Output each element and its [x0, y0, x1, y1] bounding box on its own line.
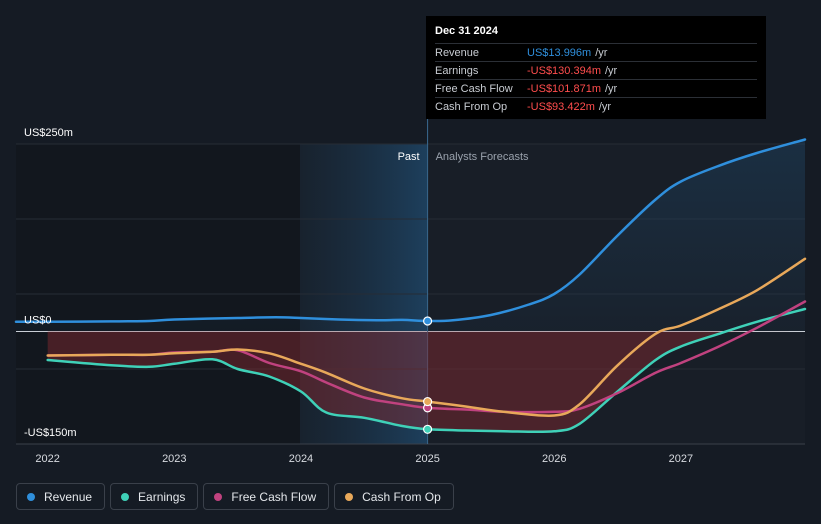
tooltip-date: Dec 31 2024 — [435, 25, 498, 37]
legend-item-earnings[interactable]: Earnings — [110, 483, 199, 510]
legend-dot-icon — [214, 492, 223, 501]
tooltip-row-revenue: Revenue US$13.996m /yr — [435, 43, 757, 61]
chart-legend: Revenue Earnings Free Cash Flow Cash Fro… — [16, 483, 454, 510]
tooltip-value: -US$130.394m — [527, 64, 601, 77]
legend-label: Cash From Op — [362, 489, 441, 504]
past-region-label: Past — [398, 151, 420, 163]
tooltip-name: Revenue — [435, 46, 480, 59]
x-tick-label: 2022 — [35, 453, 59, 465]
tooltip: Dec 31 2024 Revenue US$13.996m /yr Earni… — [426, 16, 766, 119]
legend-item-revenue[interactable]: Revenue — [16, 483, 106, 510]
tooltip-value: US$13.996m — [527, 46, 592, 59]
tooltip-name: Free Cash Flow — [435, 82, 513, 95]
data-point-cash-from-op — [422, 396, 433, 407]
x-tick-label: 2024 — [289, 453, 313, 465]
tooltip-value: -US$101.871m — [527, 82, 601, 95]
tooltip-unit: /yr — [595, 46, 608, 59]
legend-dot-icon — [121, 492, 130, 501]
revenue-area — [16, 139, 805, 332]
tooltip-row-earnings: Earnings -US$130.394m /yr — [435, 61, 757, 79]
y-tick-label: -US$150m — [24, 427, 77, 439]
tooltip-unit: /yr — [605, 64, 618, 77]
x-tick-label: 2027 — [669, 453, 693, 465]
tooltip-unit: /yr — [598, 100, 612, 113]
y-tick-label: US$250m — [24, 127, 73, 139]
legend-dot-icon — [345, 492, 354, 501]
tooltip-row-free-cash-flow: Free Cash Flow -US$101.871m /yr — [435, 79, 757, 97]
tooltip-unit: /yr — [605, 82, 618, 95]
x-tick-label: 2025 — [415, 453, 439, 465]
tooltip-name: Earnings — [435, 64, 479, 77]
tooltip-name: Cash From Op — [435, 100, 508, 113]
legend-label: Revenue — [44, 489, 93, 504]
legend-label: Earnings — [138, 489, 186, 504]
forecast-region-label: Analysts Forecasts — [436, 151, 529, 163]
x-tick-label: 2026 — [542, 453, 566, 465]
legend-dot-icon — [27, 492, 35, 501]
series-line-earnings — [46, 307, 807, 434]
legend-label: Free Cash Flow — [231, 489, 317, 504]
tooltip-row-cash-from-op: Cash From Op -US$93.422m /yr — [435, 97, 757, 115]
data-point-earnings — [422, 424, 433, 434]
y-tick-label: US$0 — [24, 315, 52, 327]
data-point-revenue — [422, 316, 433, 326]
earnings-loss-area — [47, 331, 805, 432]
legend-item-free-cash-flow[interactable]: Free Cash Flow — [203, 483, 330, 510]
x-tick-label: 2023 — [162, 453, 186, 465]
series-line-cash-from-op — [46, 257, 807, 418]
legend-item-cash-from-op[interactable]: Cash From Op — [334, 483, 454, 510]
tooltip-value: -US$93.422m — [527, 100, 595, 113]
